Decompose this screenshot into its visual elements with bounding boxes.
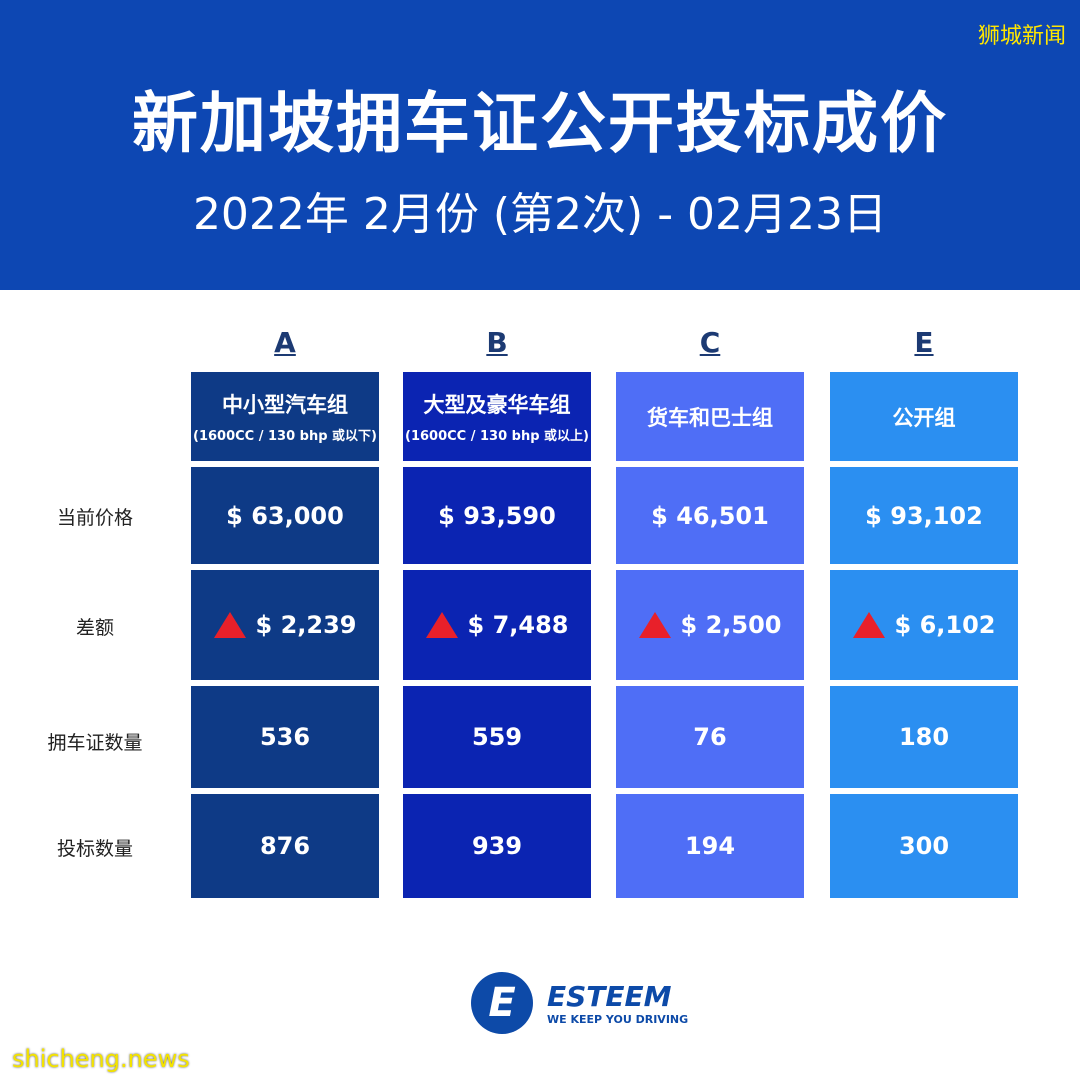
change-cell: $ 2,239 — [191, 570, 379, 680]
logo-name: ESTEEM — [547, 980, 672, 1013]
category-letter: A — [274, 326, 296, 359]
page-subtitle: 2022年 2月份 (第2次) - 02月23日 — [192, 189, 888, 240]
category-letter: C — [699, 326, 721, 359]
up-triangle-icon — [852, 612, 885, 638]
price-value: $ 46,501 — [651, 501, 769, 530]
bids-cell: 300 — [830, 794, 1018, 898]
price-cell: $ 46,501 — [616, 467, 804, 564]
row-label-price: 当前价格 — [56, 507, 133, 529]
category-name: 公开组 — [892, 405, 956, 430]
quota-value: 559 — [471, 723, 523, 751]
up-triangle-icon — [213, 612, 246, 638]
row-label-change: 差额 — [75, 617, 114, 639]
esteem-logo: E ESTEEM WE KEEP YOU DRIVING — [471, 972, 688, 1034]
category-sub: (1600CC / 130 bhp 或以下) — [193, 429, 377, 444]
category-name: 货车和巴士组 — [647, 405, 773, 430]
change-cell: $ 6,102 — [830, 570, 1018, 680]
header-banner: 狮城新闻 新加坡拥车证公开投标成价 2022年 2月份 (第2次) - 02月2… — [0, 0, 1080, 290]
quota-value: 180 — [898, 723, 950, 751]
quota-cell: 536 — [191, 686, 379, 788]
price-value: $ 63,000 — [226, 501, 344, 530]
category-letter: E — [914, 326, 934, 359]
page-title: 新加坡拥车证公开投标成价 — [132, 85, 948, 162]
category-header: 中小型汽车组 (1600CC / 130 bhp 或以下) — [191, 372, 379, 461]
source-label: 狮城新闻 — [977, 24, 1066, 49]
change-cell: $ 7,488 — [403, 570, 591, 680]
bids-cell: 194 — [616, 794, 804, 898]
price-cell: $ 93,590 — [403, 467, 591, 564]
change-cell: $ 2,500 — [616, 570, 804, 680]
quota-value: 76 — [693, 723, 727, 751]
watermark: shicheng.news — [12, 1045, 190, 1073]
change-value: $ 6,102 — [894, 611, 996, 639]
quota-cell: 180 — [830, 686, 1018, 788]
logo-icon: E — [471, 972, 533, 1034]
quota-cell: 76 — [616, 686, 804, 788]
bids-value: 939 — [471, 832, 523, 860]
category-name: 大型及豪华车组 — [423, 393, 571, 417]
quota-value: 536 — [259, 723, 311, 751]
row-label-quota: 拥车证数量 — [47, 732, 143, 754]
change-value: $ 2,239 — [255, 611, 357, 639]
category-header: 公开组 — [830, 372, 1018, 461]
category-header: 货车和巴士组 — [616, 372, 804, 461]
bids-value: 876 — [259, 832, 311, 860]
category-letter: B — [486, 326, 508, 359]
category-name: 中小型汽车组 — [222, 393, 348, 417]
change-value: $ 2,500 — [680, 611, 782, 639]
category-header: 大型及豪华车组 (1600CC / 130 bhp 或以上) — [403, 372, 591, 461]
category-sub: (1600CC / 130 bhp 或以上) — [405, 429, 589, 444]
row-label-bids: 投标数量 — [56, 838, 133, 860]
bids-cell: 939 — [403, 794, 591, 898]
price-value: $ 93,590 — [438, 501, 556, 530]
up-triangle-icon — [425, 612, 458, 638]
price-cell: $ 63,000 — [191, 467, 379, 564]
bids-cell: 876 — [191, 794, 379, 898]
change-value: $ 7,488 — [467, 611, 569, 639]
bids-value: 194 — [684, 832, 736, 860]
price-value: $ 93,102 — [865, 501, 983, 530]
logo-tagline: WE KEEP YOU DRIVING — [547, 1013, 689, 1026]
quota-cell: 559 — [403, 686, 591, 788]
bids-value: 300 — [898, 832, 950, 860]
up-triangle-icon — [638, 612, 671, 638]
price-cell: $ 93,102 — [830, 467, 1018, 564]
